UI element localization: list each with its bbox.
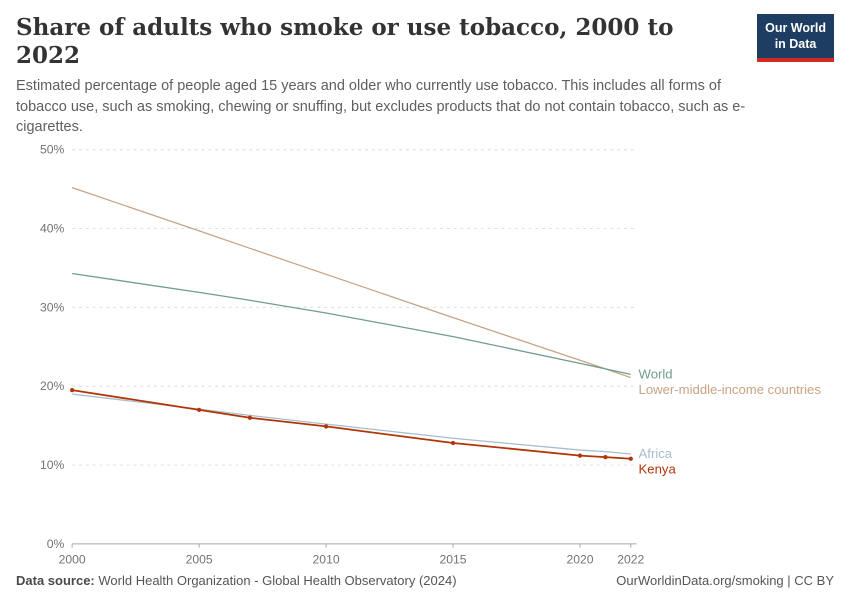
series-line-kenya[interactable] xyxy=(72,389,631,460)
y-tick-label: 10% xyxy=(40,458,65,472)
x-tick-label: 2010 xyxy=(313,552,340,566)
owid-logo-line2: in Data xyxy=(774,37,817,52)
y-tick-label: 30% xyxy=(40,300,65,314)
y-tick-label: 20% xyxy=(40,379,65,393)
x-tick-label: 2000 xyxy=(59,552,86,566)
data-point-kenya[interactable] xyxy=(628,456,633,461)
data-point-kenya[interactable] xyxy=(603,454,608,460)
chart-subtitle: Estimated percentage of people aged 15 y… xyxy=(16,78,746,136)
series-label-kenya[interactable]: Kenya xyxy=(639,461,677,476)
license-link[interactable]: OurWorldinData.org/smoking | CC BY xyxy=(616,573,834,588)
data-point-kenya[interactable] xyxy=(323,424,329,429)
series-label-africa[interactable]: Africa xyxy=(639,446,673,461)
y-tick-label: 50% xyxy=(40,143,65,157)
chart-header: Share of adults who smoke or use tobacco… xyxy=(16,14,834,138)
data-source-text: World Health Organization - Global Healt… xyxy=(98,573,457,588)
data-point-kenya[interactable] xyxy=(196,407,202,412)
title-row: Share of adults who smoke or use tobacco… xyxy=(16,14,834,69)
series-line-africa[interactable] xyxy=(72,393,631,455)
series-line-world[interactable] xyxy=(72,272,631,375)
data-source: Data source: World Health Organization -… xyxy=(16,573,457,588)
data-point-kenya[interactable] xyxy=(450,440,456,446)
y-tick-label: 40% xyxy=(40,221,65,235)
series-line-lower-middle-income-countries[interactable] xyxy=(71,186,631,379)
x-tick-label: 2015 xyxy=(440,552,467,566)
chart-footer: Data source: World Health Organization -… xyxy=(16,573,834,588)
owid-logo-line1: Our World xyxy=(765,21,826,35)
owid-logo[interactable]: Our World in Data xyxy=(757,14,834,62)
series-label-world[interactable]: World xyxy=(639,366,673,381)
x-tick-label: 2005 xyxy=(186,552,213,566)
data-point-kenya[interactable] xyxy=(70,387,75,393)
data-point-kenya[interactable] xyxy=(577,453,583,458)
x-tick-label: 2020 xyxy=(566,552,593,566)
line-chart[interactable]: 0% 10% 20% 30% 40% 50% 2000 2005 2010 2015 2020 202… xyxy=(16,140,850,573)
chart-title: Share of adults who smoke or use tobacco… xyxy=(16,14,674,69)
data-point-kenya[interactable] xyxy=(247,415,253,420)
x-tick-label: 2022 xyxy=(617,552,644,566)
series-label-lower-middle-income-countries[interactable]: Lower-middle-income countries xyxy=(639,382,822,397)
data-source-label: Data source: xyxy=(16,573,95,588)
y-tick-label: 0% xyxy=(47,537,65,551)
